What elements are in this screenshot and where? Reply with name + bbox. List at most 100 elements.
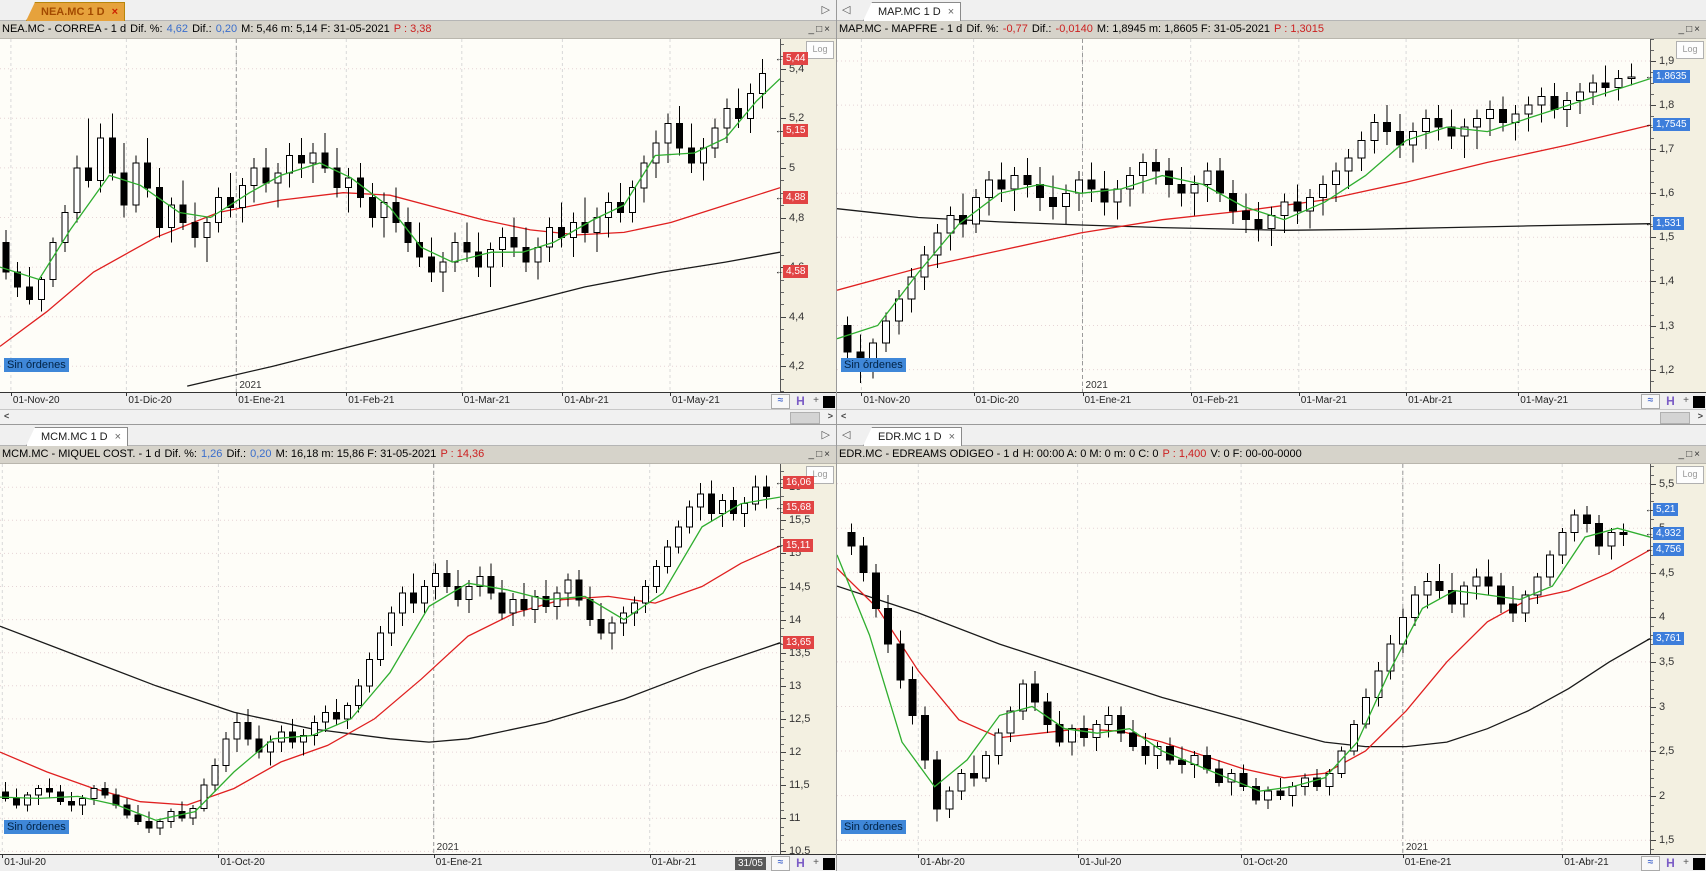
- scroll-left-icon[interactable]: <: [841, 411, 847, 421]
- restore-button[interactable]: □: [816, 449, 825, 460]
- time-axis[interactable]: 31/05 ≈ H + 01-Jul-20 01-Oct-20 01-Ene-21 0…: [0, 854, 836, 871]
- candle: [859, 537, 868, 582]
- minor-tick: [781, 644, 784, 646]
- minor-tick: [781, 329, 784, 331]
- chart-area[interactable]: Sin órdenes 2021: [837, 39, 1650, 392]
- price-level-badge[interactable]: ← 5,21: [1645, 502, 1679, 516]
- save-icon[interactable]: H: [1666, 394, 1675, 408]
- price-level-badge[interactable]: ← 4,58: [775, 265, 809, 278]
- price-level-badge[interactable]: ← 4,756: [1645, 542, 1685, 556]
- chart-scrollbar[interactable]: < >: [0, 409, 836, 424]
- scroll-left-icon[interactable]: <: [4, 411, 10, 421]
- chart-tab[interactable]: MCM.MC 1 D ×: [26, 427, 129, 446]
- save-icon[interactable]: H: [796, 856, 805, 870]
- log-scale-button[interactable]: Log: [806, 41, 834, 59]
- price-level-badge[interactable]: ← 5,15: [775, 123, 809, 137]
- candle: [1151, 149, 1160, 185]
- year-label: 2021: [239, 380, 262, 391]
- tab-scroll-right-button[interactable]: ▷: [821, 429, 830, 441]
- price-level-badge[interactable]: ← 4,88: [775, 190, 809, 204]
- minimize-button[interactable]: _: [1678, 24, 1687, 35]
- candle: [244, 709, 252, 746]
- restore-button[interactable]: □: [1686, 449, 1695, 460]
- pin-icon[interactable]: +: [813, 395, 819, 406]
- candles-layer[interactable]: [2, 58, 766, 312]
- chart-area[interactable]: Sin órdenes 2021: [837, 464, 1650, 854]
- black-square-icon[interactable]: [1693, 395, 1705, 408]
- info-segment: Dif.:: [1031, 23, 1055, 35]
- scroll-right-icon[interactable]: >: [827, 411, 833, 421]
- candles-layer[interactable]: [2, 475, 771, 835]
- log-scale-button[interactable]: Log: [1676, 466, 1704, 484]
- close-button[interactable]: ×: [1694, 24, 1702, 35]
- close-button[interactable]: ×: [824, 449, 832, 460]
- candle: [1092, 719, 1101, 751]
- candle: [2, 229, 10, 280]
- black-square-icon[interactable]: [823, 395, 835, 408]
- price-level-badge[interactable]: ← 13,65: [775, 635, 815, 649]
- price-level-badge[interactable]: ← 15,11: [775, 539, 814, 553]
- tab-scroll-right-button[interactable]: ▷: [821, 4, 830, 16]
- price-level-badge[interactable]: ← 1,531: [1645, 216, 1685, 230]
- price-level-badge[interactable]: ← 3,761: [1645, 631, 1685, 645]
- tab-close-button[interactable]: ×: [114, 431, 122, 443]
- scrollbar-thumb[interactable]: [1660, 412, 1690, 424]
- minor-tick: [1651, 510, 1654, 512]
- close-button[interactable]: ×: [1694, 449, 1702, 460]
- candle: [97, 123, 104, 193]
- tab-scroll-left-button[interactable]: ◁: [842, 4, 851, 16]
- close-button[interactable]: ×: [824, 24, 832, 35]
- tab-close-button[interactable]: ×: [947, 6, 955, 18]
- log-scale-button[interactable]: Log: [1676, 41, 1704, 59]
- minor-tick: [1651, 786, 1654, 788]
- indicator-wave-icon[interactable]: ≈: [771, 394, 790, 409]
- price-tick-label: 13,5: [789, 646, 811, 659]
- scrollbar-thumb[interactable]: [790, 412, 820, 424]
- candle: [593, 207, 601, 253]
- minor-tick: [1651, 226, 1654, 228]
- chart-tab[interactable]: MAP.MC 1 D ×: [863, 2, 962, 21]
- minimize-button[interactable]: _: [1678, 449, 1687, 460]
- price-axis[interactable]: Log 10,51111,51212,51313,51414,51515,516…: [775, 464, 836, 857]
- price-level-badge[interactable]: ← 5,44: [775, 51, 809, 65]
- tab-close-button[interactable]: ×: [948, 431, 955, 443]
- save-icon[interactable]: H: [796, 394, 805, 408]
- pin-icon[interactable]: +: [813, 857, 819, 868]
- minimize-button[interactable]: _: [808, 449, 817, 460]
- scroll-right-icon[interactable]: >: [1697, 411, 1703, 421]
- time-axis[interactable]: ≈ H + 01-Abr-20 01-Jul-20 01-Oct-20 01-Ene-…: [837, 854, 1706, 871]
- time-axis[interactable]: ≈ H + 01-Nov-20 01-Dic-20 01-Ene-21 01-Feb-…: [0, 392, 836, 409]
- restore-button[interactable]: □: [816, 24, 825, 35]
- price-level-badge[interactable]: ← 1,7545: [1645, 118, 1690, 132]
- indicator-wave-icon[interactable]: ≈: [1641, 856, 1660, 871]
- indicator-wave-icon[interactable]: ≈: [771, 856, 790, 871]
- price-level-badge[interactable]: ← 15,68: [775, 501, 815, 515]
- minimize-button[interactable]: _: [808, 24, 817, 35]
- price-axis[interactable]: Log 4,24,44,64,855,25,4←5,44←5,15←4,88←4…: [775, 39, 836, 392]
- tab-close-button[interactable]: ×: [111, 6, 118, 18]
- black-square-icon[interactable]: [823, 857, 835, 870]
- candles-layer[interactable]: [847, 505, 1628, 822]
- candle: [641, 579, 649, 613]
- chart-tab[interactable]: EDR.MC 1 D ×: [863, 427, 962, 446]
- chart-scrollbar[interactable]: < >: [837, 409, 1706, 424]
- pin-icon[interactable]: +: [1683, 395, 1689, 406]
- save-icon[interactable]: H: [1666, 856, 1675, 870]
- candle: [1582, 505, 1591, 533]
- chart-tab[interactable]: NEA.MC 1 D ×: [26, 2, 125, 21]
- candles-layer[interactable]: [843, 63, 1636, 383]
- tab-scroll-left-button[interactable]: ◁: [842, 429, 851, 441]
- indicator-wave-icon[interactable]: ≈: [1641, 394, 1660, 409]
- pin-icon[interactable]: +: [1683, 857, 1689, 868]
- price-axis[interactable]: Log 1,522,533,544,555,5←5,21←4,932←4,756…: [1645, 464, 1706, 859]
- price-level-badge[interactable]: ← 1,8635: [1645, 70, 1690, 84]
- restore-button[interactable]: □: [1686, 24, 1695, 35]
- chart-area[interactable]: Sin órdenes 2021: [0, 39, 780, 392]
- chart-area[interactable]: Sin órdenes 2021: [0, 464, 780, 854]
- price-level-badge[interactable]: ← 16,06: [775, 476, 815, 490]
- price-axis[interactable]: Log 1,2 1,3 1,4 1,5 1,6 1,7 1,8 1,9 ← 1,8635 ← 1,75…: [1645, 39, 1706, 393]
- price-level-badge[interactable]: ← 4,932: [1645, 527, 1685, 541]
- candle: [277, 725, 285, 753]
- black-square-icon[interactable]: [1693, 857, 1705, 870]
- time-axis[interactable]: ≈ H + 01-Nov-20 01-Dic-20 01-Ene-21 01-Feb-…: [837, 392, 1706, 409]
